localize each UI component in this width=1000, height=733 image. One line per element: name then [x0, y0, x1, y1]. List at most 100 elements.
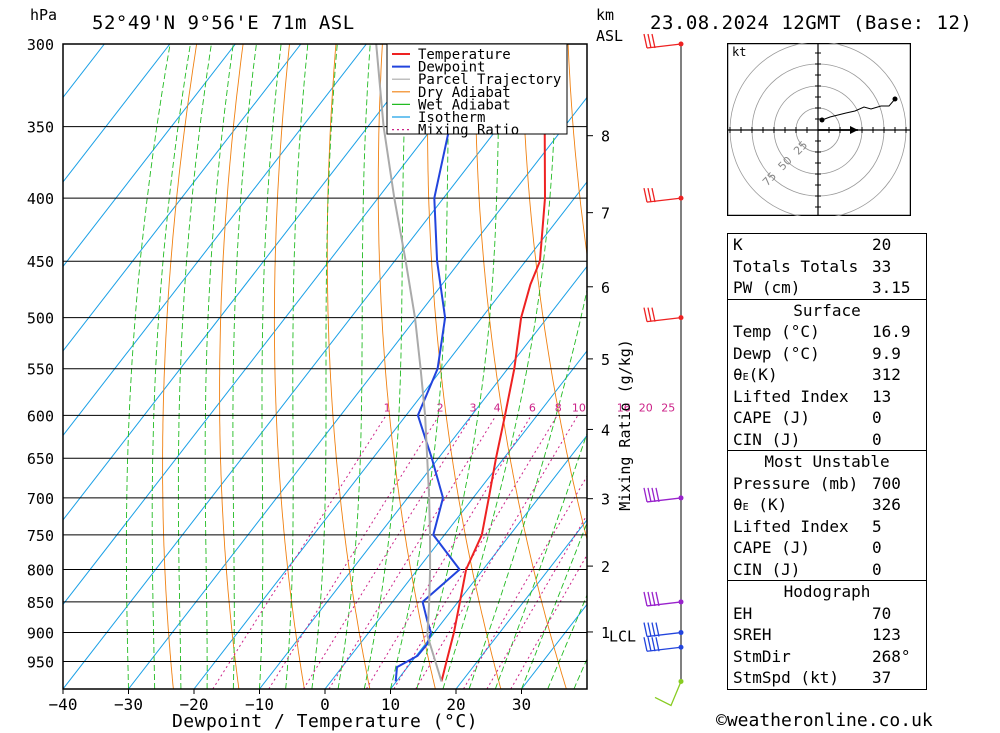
temperature-tick-label: 30 [512, 695, 531, 714]
wind-barb-shaft [646, 317, 682, 323]
dry-adiabat-line [219, 44, 244, 689]
pressure-tick-label: 750 [27, 527, 54, 545]
wind-barb [643, 187, 682, 203]
stmspd-label: StmSpd (kt) [733, 668, 839, 687]
hodograph-end-dot [892, 96, 898, 102]
legend-entry: Wet Adiabat [418, 97, 511, 113]
wind-barb-flag [651, 307, 656, 322]
most-unstable-title: Most Unstable [764, 452, 890, 471]
mixing-ratio-label: 20 [639, 401, 653, 414]
wet-adiabat-line [547, 594, 587, 689]
lcl-label: LCL [609, 628, 636, 646]
sreh-value: 123 [872, 625, 901, 644]
mu-cape-label: CAPE (J) [733, 538, 811, 557]
mu-theta-label: θE (K) [733, 495, 788, 514]
surface-cape-row: CAPE (J) 0 [728, 407, 926, 429]
wet-adiabat-line [363, 44, 408, 689]
wind-barb-shaft [646, 497, 682, 503]
wind-barb-flag [647, 307, 652, 322]
surface-dewp-row: Dewp (°C) 9.9 [728, 343, 926, 365]
hodograph-start-dot [819, 117, 825, 123]
parcel-trajectory-curve [375, 44, 443, 682]
sreh-label: SREH [733, 625, 772, 644]
surface-theta-label: θE(K) [733, 365, 778, 384]
pressure-tick-label: 500 [27, 310, 54, 328]
wind-barb-shaft [654, 681, 682, 707]
temperature-tick-label: −30 [114, 695, 143, 714]
km-tick-label: 8 [601, 128, 610, 146]
wet-adiabat-line [442, 44, 558, 689]
surface-li-value: 13 [872, 386, 892, 406]
dry-adiabat-line [984, 35, 1000, 689]
km-tick-label: 4 [601, 421, 610, 439]
km-tick-label: 7 [601, 205, 610, 223]
mu-cape-row: CAPE (J) 0 [728, 537, 926, 559]
mixing-ratio-label: 16 [617, 401, 631, 414]
temperature-tick-label: −20 [180, 695, 209, 714]
wind-barb-flag [643, 187, 648, 203]
km-tick-label: 6 [601, 279, 610, 297]
wind-barb-flag [647, 591, 652, 607]
pw-row: PW (cm) 3.15 [728, 277, 926, 299]
temperature-tick-label: −40 [49, 695, 78, 714]
surface-section: Surface Temp (°C) 16.9 Dewp (°C) 9.9 θE(K)… [728, 298, 926, 451]
plot-frame [62, 43, 588, 690]
wind-barb [643, 637, 682, 652]
mixing-ratio-label: 3 [469, 401, 476, 414]
wind-barb-flag [643, 637, 648, 652]
pressure-tick-label: 300 [27, 36, 54, 54]
hodograph-title: Hodograph [783, 582, 871, 601]
wind-barb-flag [655, 637, 660, 652]
km-tick-label: 1 [601, 624, 610, 642]
eh-value: 70 [872, 603, 892, 623]
dry-adiabat-line [377, 44, 436, 689]
wind-barb-flag [647, 33, 652, 49]
plot-area [63, 35, 1000, 689]
temperature-tick-label: 10 [381, 695, 400, 714]
wind-barb-shaft [646, 197, 682, 203]
surface-temp-row: Temp (°C) 16.9 [728, 321, 926, 343]
dry-adiabat-line [326, 44, 371, 689]
wind-barb-flag [651, 622, 656, 637]
mu-pressure-row: Pressure (mb) 700 [728, 473, 926, 495]
mu-cin-row: CIN (J) 0 [728, 559, 926, 581]
surface-temp-label: Temp (°C) [733, 322, 820, 341]
pressure-tick-label: 950 [27, 654, 54, 672]
k-index-label: K [733, 235, 743, 254]
wind-barb-flag [647, 622, 652, 637]
mixing-ratio-label: 25 [661, 401, 675, 414]
surface-theta-row: θE(K) 312 [728, 364, 926, 386]
mixing-ratio-line [510, 553, 587, 689]
pressure-tick-label: 350 [27, 119, 54, 137]
mixing-ratio-line [212, 415, 387, 689]
surface-temp-value: 16.9 [872, 322, 911, 341]
mu-pressure-label: Pressure (mb) [733, 473, 859, 493]
legend-entry: Isotherm [418, 110, 485, 126]
isotherm-line [63, 44, 367, 437]
most-unstable-section: Most Unstable Pressure (mb) 700 θE (K) 326… [728, 450, 926, 580]
wet-adiabat-line [311, 44, 338, 689]
isotherm-line [63, 44, 236, 268]
wet-adiabat-line [232, 44, 257, 689]
mixing-ratio-label: 4 [494, 401, 501, 414]
isotherm-line [63, 44, 498, 606]
wind-barb-flag [643, 307, 648, 322]
wind-barb-flag [643, 33, 648, 49]
km-tick-label: 2 [601, 558, 610, 576]
surface-cin-value: 0 [872, 429, 882, 449]
storm-motion-arrow [850, 126, 858, 134]
mixing-ratio-label: 2 [437, 401, 444, 414]
legend-entry: Dry Adiabat [418, 85, 511, 101]
mixing-ratio-label: 8 [555, 401, 562, 414]
mu-li-value: 5 [872, 516, 882, 536]
wind-barb-flag [651, 591, 656, 607]
legend-entry: Parcel Trajectory [418, 72, 561, 88]
wind-barb-shaft [646, 646, 682, 652]
temperature-curve [440, 44, 556, 682]
mu-cin-label: CIN (J) [733, 559, 801, 579]
legend-entry: Mixing Ratio [418, 123, 519, 139]
surface-cin-label: CIN (J) [733, 429, 801, 449]
isotherm-line [324, 350, 587, 689]
